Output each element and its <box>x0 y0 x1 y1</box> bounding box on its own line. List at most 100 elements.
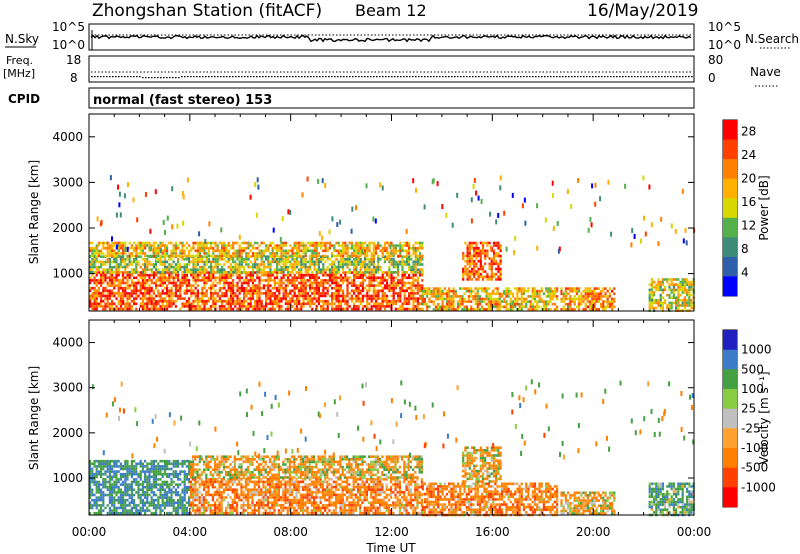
heatmap-cell <box>188 279 191 282</box>
heatmap-cell <box>677 283 680 286</box>
heatmap-cell <box>238 258 241 261</box>
heatmap-cell <box>492 244 496 247</box>
heatmap-cell <box>118 191 121 197</box>
heatmap-cell <box>124 305 127 308</box>
heatmap-cell <box>386 252 389 255</box>
heatmap-cell <box>161 467 164 471</box>
heatmap-cell <box>218 307 221 311</box>
heatmap-cell <box>306 297 309 300</box>
heatmap-cell <box>203 302 206 306</box>
heatmap-cell <box>410 284 413 287</box>
heatmap-cell <box>271 292 274 295</box>
heatmap-cell <box>111 246 114 250</box>
heatmap-cell <box>401 289 404 293</box>
heatmap-cell <box>467 295 471 298</box>
heatmap-cell <box>249 273 252 277</box>
heatmap-cell <box>342 276 345 280</box>
heatmap-cell <box>139 246 142 250</box>
heatmap-cell <box>282 297 285 300</box>
heatmap-cell <box>416 289 419 293</box>
freq-point <box>205 76 207 78</box>
heatmap-cell <box>245 289 248 293</box>
heatmap-cell <box>657 286 660 289</box>
heatmap-cell <box>227 260 230 264</box>
heatmap-cell <box>106 276 109 280</box>
heatmap-cell <box>179 284 182 287</box>
heatmap-cell <box>451 222 454 228</box>
heatmap-cell <box>477 254 480 258</box>
heatmap-cell <box>205 279 208 282</box>
freq-point <box>151 77 153 79</box>
heatmap-cell <box>313 241 316 245</box>
heatmap-cell <box>399 289 402 293</box>
heatmap-cell <box>304 254 307 258</box>
heatmap-cell <box>126 292 129 295</box>
heatmap-cell <box>97 249 100 253</box>
heatmap-cell <box>179 265 182 269</box>
heatmap-cell <box>357 276 360 280</box>
heatmap-cell <box>122 467 125 471</box>
heatmap-cell <box>108 281 111 285</box>
heatmap-cell <box>670 280 673 284</box>
heatmap-cell <box>462 267 465 271</box>
heatmap-cell <box>383 249 386 253</box>
heatmap-cell <box>128 496 131 499</box>
heatmap-cell <box>126 485 129 489</box>
heatmap-cell <box>100 297 103 300</box>
heatmap-cell <box>346 258 349 261</box>
heatmap-cell <box>681 280 684 284</box>
heatmap-cell <box>111 284 114 287</box>
heatmap-cell <box>133 281 136 285</box>
heatmap-cell <box>281 216 284 222</box>
heatmap-cell <box>392 281 395 285</box>
heatmap-cell <box>573 302 576 306</box>
heatmap-cell <box>328 271 331 274</box>
heatmap-cell <box>481 287 484 290</box>
heatmap-cell <box>117 254 120 258</box>
colorbar-swatch <box>723 237 737 258</box>
heatmap-cell <box>102 467 105 471</box>
heatmap-cell <box>128 501 131 505</box>
heatmap-cell <box>570 204 573 209</box>
heatmap-cell <box>119 265 122 269</box>
heatmap-cell <box>337 260 340 264</box>
heatmap-cell <box>518 289 521 293</box>
heatmap-cell <box>361 297 364 300</box>
heatmap-cell <box>133 254 136 258</box>
heatmap-cell <box>381 271 384 274</box>
heatmap-cell <box>170 263 173 266</box>
heatmap-cell <box>547 287 550 290</box>
heatmap-cell <box>423 300 427 303</box>
heatmap-cell <box>126 509 129 512</box>
heatmap-cell <box>150 271 153 274</box>
heatmap-cell <box>170 241 173 245</box>
freq-point <box>574 76 576 78</box>
heatmap-cell <box>159 258 162 261</box>
heatmap-cell <box>365 183 368 189</box>
heatmap-cell <box>648 299 651 302</box>
heatmap-cell <box>278 249 281 253</box>
heatmap-cell <box>93 472 96 476</box>
heatmap-cell <box>348 281 351 285</box>
heatmap-cell <box>93 265 96 269</box>
heatmap-cell <box>113 241 116 245</box>
heatmap-cell <box>181 241 184 245</box>
heatmap-cell <box>426 302 429 306</box>
heatmap-cell <box>185 268 188 271</box>
freq-point <box>136 76 138 78</box>
heatmap-cell <box>161 485 164 489</box>
heatmap-cell <box>681 288 684 292</box>
freq-point <box>667 76 669 78</box>
heatmap-cell <box>163 462 166 466</box>
freq-point <box>685 76 687 78</box>
heatmap-cell <box>324 271 327 274</box>
heatmap-cell <box>492 257 496 260</box>
heatmap-cell <box>256 258 259 261</box>
heatmap-cell <box>477 252 480 255</box>
heatmap-cell <box>473 272 476 276</box>
heatmap-cell <box>89 480 92 484</box>
heatmap-cell <box>597 300 600 303</box>
heatmap-cell <box>477 249 480 253</box>
heatmap-cell <box>196 297 199 300</box>
heatmap-cell <box>128 493 131 497</box>
